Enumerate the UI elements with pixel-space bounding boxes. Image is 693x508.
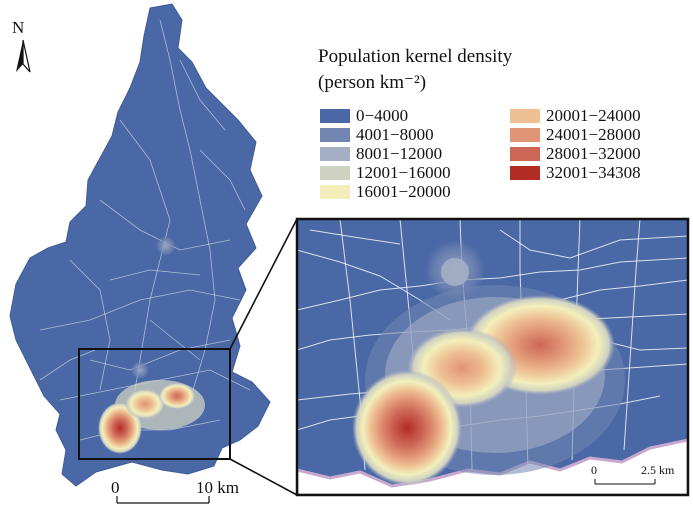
legend-item: 24001−28000 <box>510 125 641 144</box>
legend-item: 32001−34308 <box>510 163 641 182</box>
north-arrow-icon <box>16 39 31 73</box>
legend-title-block: Population kernel density (person km⁻²) <box>318 44 512 96</box>
legend-item: 4001−8000 <box>320 125 451 144</box>
legend-label: 28001−32000 <box>546 143 641 163</box>
scale-inset-end-label: 2.5 km <box>641 463 675 477</box>
study-area-boundary <box>9 3 271 487</box>
legend-label: 20001−24000 <box>546 105 641 125</box>
legend-label: 0−4000 <box>356 105 409 125</box>
connector-line-bottom <box>229 458 298 496</box>
study-area <box>9 3 271 487</box>
legend-swatch <box>320 165 350 180</box>
legend-item: 16001−20000 <box>320 182 451 201</box>
scale-main-start-label: 0 <box>111 478 120 497</box>
legend-swatch <box>320 184 350 199</box>
legend-item: 28001−32000 <box>510 144 641 163</box>
legend-swatch <box>320 146 350 161</box>
inset-extent-box <box>78 348 231 460</box>
legend-column-2: 20001−24000 24001−28000 28001−32000 3200… <box>510 106 641 182</box>
legend-label: 32001−34308 <box>546 162 641 182</box>
road-network <box>39 19 251 441</box>
legend-label: 24001−28000 <box>546 124 641 144</box>
legend-title: Population kernel density <box>318 46 513 67</box>
legend-label: 8001−12000 <box>356 143 443 163</box>
legend-label: 4001−8000 <box>356 124 434 144</box>
legend-item: 8001−12000 <box>320 144 451 163</box>
north-label: N <box>12 18 25 37</box>
density-hotspots-inset <box>352 240 625 486</box>
inset-frame <box>295 217 690 497</box>
legend-item: 0−4000 <box>320 106 451 125</box>
legend-swatch <box>510 108 540 123</box>
legend-swatch <box>510 146 540 161</box>
density-hotspots-main <box>98 236 205 454</box>
legend-item: 20001−24000 <box>510 106 641 125</box>
legend-item: 12001−16000 <box>320 163 451 182</box>
legend-swatch <box>510 127 540 142</box>
legend-swatch <box>320 108 350 123</box>
scale-bar-main <box>116 496 210 504</box>
legend-column-1: 0−4000 4001−8000 8001−12000 12001−16000 … <box>320 106 451 201</box>
connector-line-top <box>229 218 298 350</box>
legend-label: 16001−20000 <box>356 181 451 201</box>
scale-bar-inset <box>594 479 656 485</box>
legend-label: 12001−16000 <box>356 162 451 182</box>
legend-unit: (person km⁻²) <box>318 72 427 93</box>
scale-inset-start-label: 0 <box>591 463 597 477</box>
legend-swatch <box>510 165 540 180</box>
legend-swatch <box>320 127 350 142</box>
inset-map <box>297 219 688 495</box>
scale-main-end-label: 10 km <box>196 478 239 497</box>
